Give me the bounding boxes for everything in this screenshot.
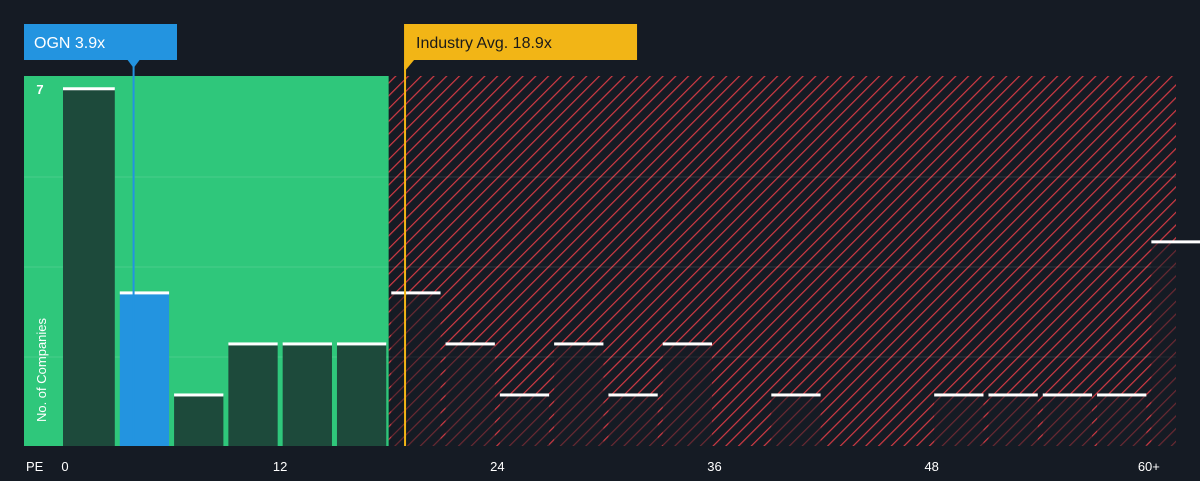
histogram-bar (228, 343, 278, 446)
x-tick-label: 24 (490, 459, 504, 474)
bar-cap (445, 342, 495, 346)
histogram-bar (63, 88, 115, 447)
histogram-bar (771, 394, 821, 446)
histogram-bar (662, 343, 713, 446)
bar-cap (499, 393, 550, 397)
histogram-bar (499, 394, 550, 446)
bar-cap (771, 393, 821, 397)
histogram-bar (391, 292, 441, 446)
histogram-bar (445, 343, 495, 446)
y-tick-label: 7 (36, 82, 43, 97)
x-tick-label: 12 (273, 459, 287, 474)
histogram-bar (554, 343, 604, 446)
x-axis-title: PE (26, 459, 44, 474)
bar-cap (554, 342, 604, 346)
bar-cap (228, 342, 278, 346)
company-callout-box (24, 24, 177, 60)
histogram-bar (1042, 394, 1093, 446)
bar-cap (988, 393, 1038, 397)
bar-cap (391, 291, 441, 295)
overvalued-zone (388, 76, 1176, 446)
bar-cap (336, 342, 387, 346)
histogram-bar (934, 394, 984, 446)
histogram-bar (174, 394, 224, 446)
bar-cap (1151, 240, 1200, 244)
company-callout-pointer (127, 60, 140, 68)
bar-cap (934, 393, 984, 397)
bar-cap (1042, 393, 1093, 397)
bar-cap (608, 393, 658, 397)
industry-callout-box (404, 24, 638, 60)
industry-callout-pointer (404, 60, 415, 72)
y-axis-title: No. of Companies (34, 317, 49, 422)
company-callout-label: OGN 3.9x (34, 35, 105, 52)
bar-cap (662, 342, 713, 346)
histogram-bar (608, 394, 658, 446)
histogram-bar (1151, 241, 1200, 446)
bar-cap (119, 291, 170, 295)
bar-cap (63, 87, 115, 91)
bar-cap (174, 393, 224, 397)
bar-cap (282, 342, 332, 346)
histogram-bar (282, 343, 332, 446)
histogram-bar (1097, 394, 1147, 446)
bar-cap (1097, 393, 1147, 397)
industry-callout-label: Industry Avg. 18.9x (416, 35, 552, 52)
histogram-bar (336, 343, 387, 446)
x-tick-label: 0 (61, 459, 68, 474)
histogram-bar (119, 292, 170, 446)
histogram-bar (988, 394, 1038, 446)
x-tick-label: 48 (924, 459, 938, 474)
x-tick-label: 60+ (1138, 459, 1160, 474)
x-tick-label: 36 (707, 459, 721, 474)
